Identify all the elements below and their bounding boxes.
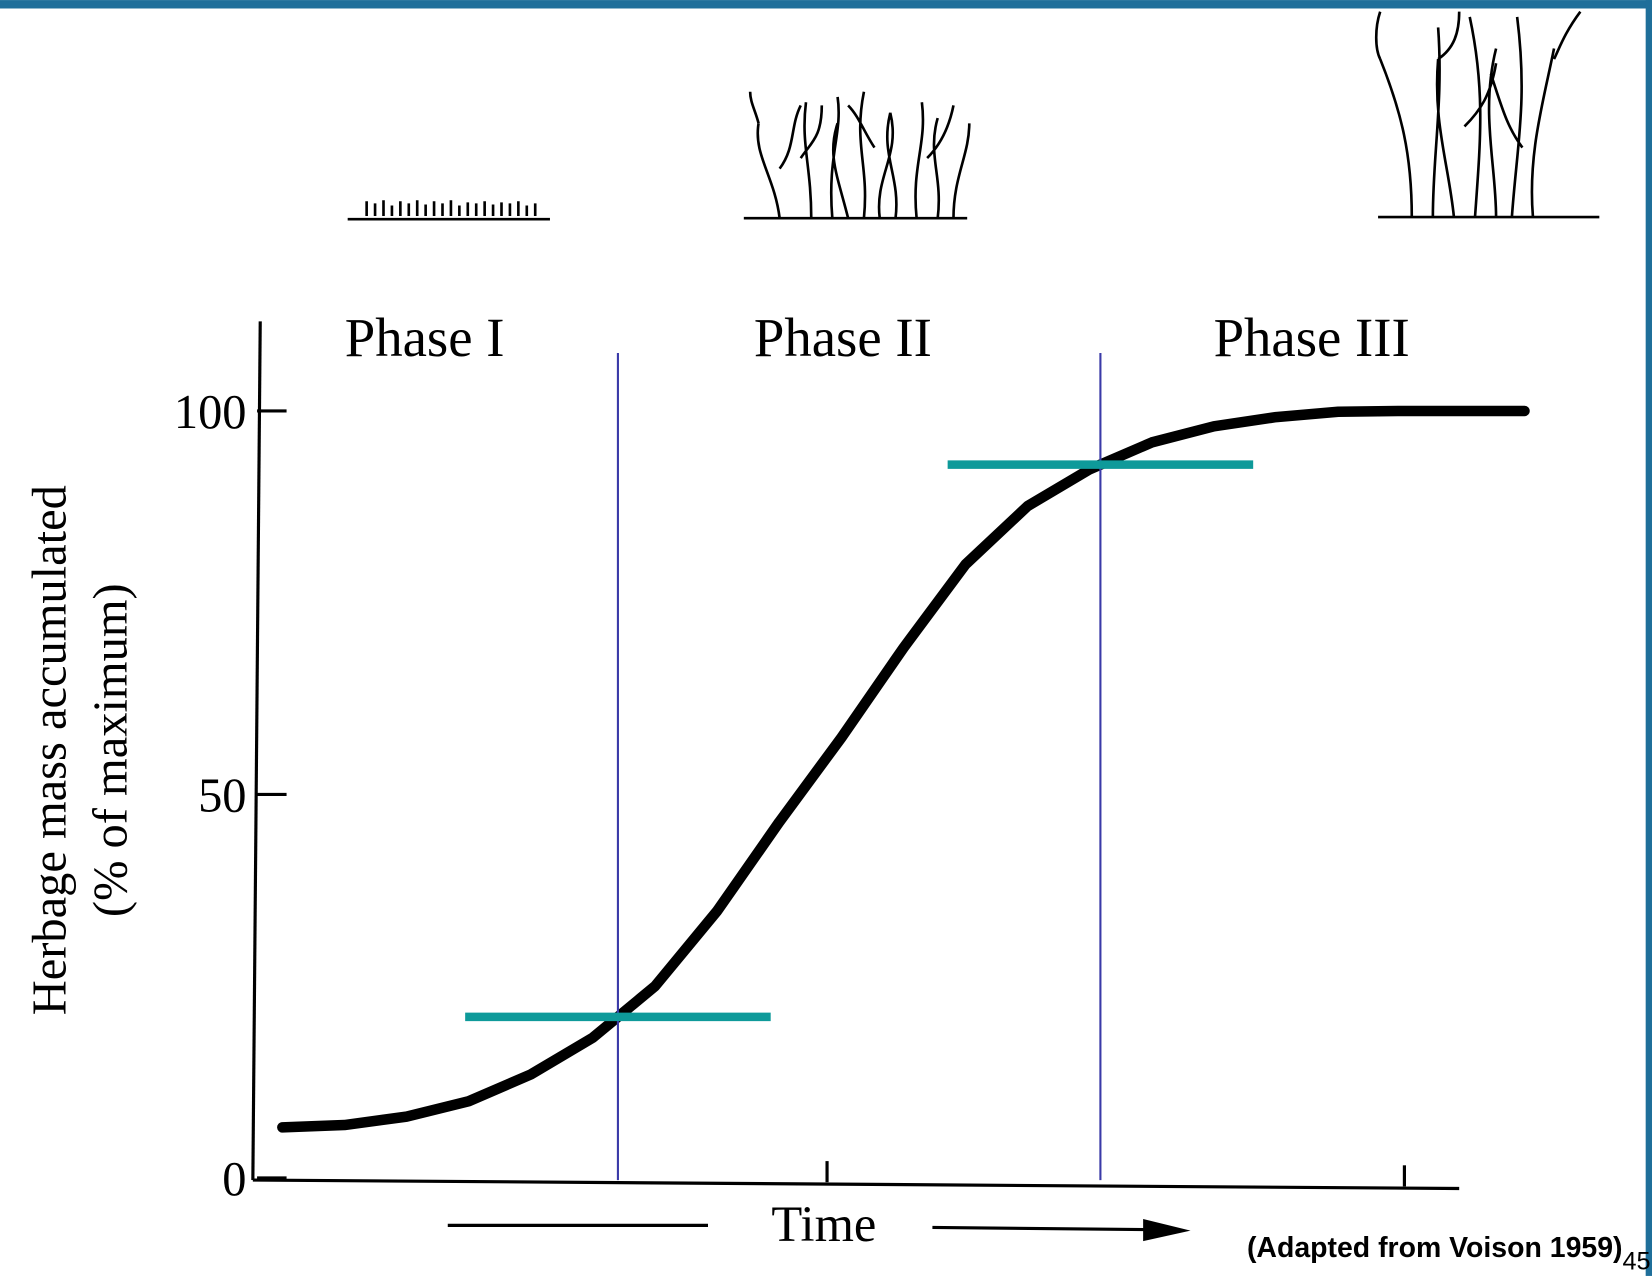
right-bar: [1646, 0, 1652, 1276]
phase-label: Phase II: [754, 307, 932, 368]
plant-illustrations: [348, 12, 1600, 220]
chart: Phase I Phase II Phase III Time Herbage …: [0, 0, 1652, 1276]
time-arrowhead: [1143, 1219, 1190, 1241]
axes: [253, 321, 1459, 1229]
source-note: (Adapted from Voison 1959): [1247, 1232, 1623, 1264]
y-axis-label: (% of maximum): [84, 583, 137, 917]
page: Phase I Phase II Phase III Time Herbage …: [0, 0, 1652, 1276]
y-tick-label: 50: [198, 769, 246, 822]
phase-label: Phase III: [1214, 307, 1410, 368]
y-axis-label: Herbage mass accumulated: [23, 485, 76, 1015]
top-bar: [0, 0, 1652, 8]
x-axis-label: Time: [771, 1196, 876, 1252]
y-tick-label: 100: [174, 386, 247, 439]
page-number: 45: [1623, 1248, 1651, 1276]
y-tick-label: 0: [222, 1153, 246, 1206]
phase-label: Phase I: [345, 307, 505, 368]
plot: [257, 353, 1524, 1180]
